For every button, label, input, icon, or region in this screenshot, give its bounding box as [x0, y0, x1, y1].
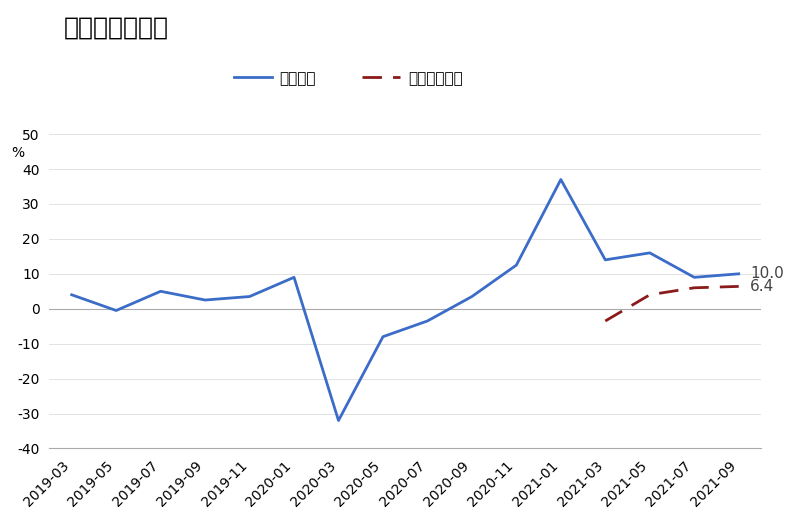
当月同比 — [334, 418, 343, 424]
当月同比 — [378, 334, 388, 340]
当月同比 — [734, 271, 743, 277]
Text: 6.4: 6.4 — [750, 279, 774, 294]
当月同比 — [67, 292, 77, 298]
当月同比 — [556, 177, 566, 183]
当月同比 — [290, 274, 299, 280]
当月同比 — [200, 297, 210, 303]
Text: 10.0: 10.0 — [750, 266, 783, 281]
当月同比 — [690, 274, 699, 280]
当月同比 — [156, 288, 166, 294]
当月同比 — [511, 262, 521, 268]
Y-axis label: %: % — [11, 146, 24, 160]
当月同比 — [111, 308, 121, 314]
当月同比 — [245, 293, 254, 300]
当月同比 — [422, 318, 432, 324]
当月同比 — [601, 257, 610, 263]
Text: 制造业投资增速: 制造业投资增速 — [64, 16, 169, 40]
当月同比 — [645, 250, 654, 256]
Line: 当月同比: 当月同比 — [72, 180, 738, 421]
当月同比 — [467, 293, 477, 300]
Legend: 当月同比, 两年平均增速: 当月同比, 两年平均增速 — [228, 64, 469, 92]
